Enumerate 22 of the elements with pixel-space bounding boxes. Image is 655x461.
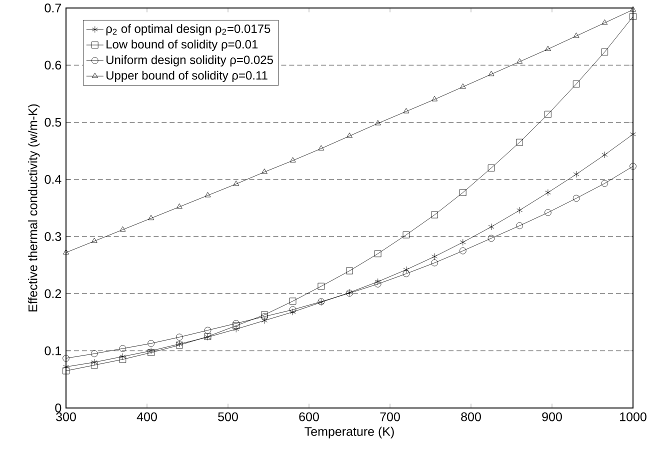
x-tick-label: 300 <box>56 412 76 422</box>
x-tick-label: 600 <box>299 412 319 422</box>
x-axis-title: Temperature (K) <box>304 426 394 438</box>
legend-label: ρ$_{2}$ of optimal design ρ$_{2}$=0.0175 <box>106 24 270 36</box>
legend-label: Upper bound of solidity ρ=0.11 <box>106 70 268 82</box>
x-tick-label: 1000 <box>620 412 646 422</box>
y-tick-label: 0.4 <box>44 174 62 184</box>
x-tick-label: 800 <box>461 412 481 422</box>
x-tick-label: 900 <box>542 412 562 422</box>
y-tick-label: 0 <box>55 404 62 412</box>
y-tick-label: 0.7 <box>44 4 62 12</box>
y-tick-label: 0.2 <box>44 289 62 298</box>
y-tick-label: 0.3 <box>44 232 62 241</box>
legend-label: Low bound of solidity ρ=0.01 <box>106 40 258 51</box>
y-tick-label: 0.1 <box>44 346 62 356</box>
y-tick-label: 0.5 <box>44 118 62 127</box>
x-tick-label: 700 <box>380 412 400 422</box>
legend-label: Uniform design solidity ρ=0.025 <box>106 55 273 66</box>
x-tick-label: 400 <box>136 412 157 422</box>
x-tick-label: 500 <box>218 412 238 422</box>
y-tick-label: 0.6 <box>44 60 62 70</box>
y-axis-title: Effective thermal conductivity (w/m-K) <box>28 104 40 312</box>
